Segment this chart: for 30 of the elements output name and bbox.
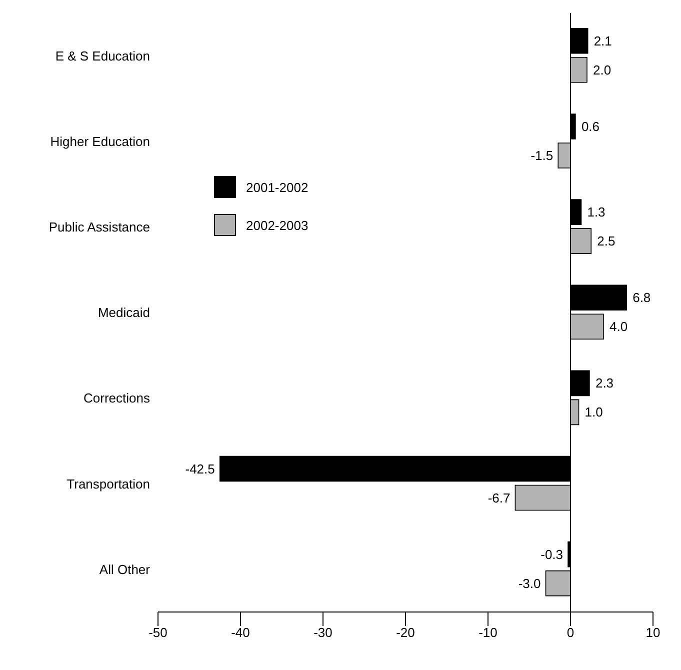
x-tick-label: 0: [566, 625, 574, 640]
data-label: 0.6: [581, 119, 600, 134]
data-label: 2.0: [593, 62, 612, 78]
x-tick-label: -30: [314, 625, 332, 640]
data-label: -3.0: [518, 576, 541, 591]
legend-label: 2002-2003: [246, 218, 308, 232]
data-label: -0.3: [540, 546, 564, 562]
data-label: 2.3: [595, 376, 614, 391]
data-label: -6.7: [488, 490, 510, 506]
y-tick-label: Public Assistance: [48, 220, 150, 235]
y-tick-label: Corrections: [84, 390, 150, 406]
x-tick-label: -50: [148, 625, 168, 640]
data-label: 1.0: [584, 404, 603, 420]
data-label: 2.5: [597, 234, 616, 249]
y-tick-label: Transportation: [66, 476, 150, 492]
y-tick-label: Higher Education: [50, 134, 150, 149]
x-tick-label: 10: [646, 625, 660, 640]
x-tick-label: -40: [231, 625, 250, 640]
data-label: 1.3: [587, 204, 606, 220]
data-label: 4.0: [610, 319, 628, 334]
y-tick-label: All Other: [99, 562, 151, 577]
data-label: -1.5: [530, 148, 554, 164]
y-tick-label: E & S Education: [55, 48, 150, 64]
data-label: -42.5: [185, 461, 215, 476]
data-label: 2.1: [594, 33, 612, 48]
x-tick-label: -20: [396, 625, 415, 640]
legend-label: 2001-2002: [246, 180, 308, 194]
y-tick-label: Medicaid: [98, 305, 150, 320]
data-label: 6.8: [632, 290, 651, 306]
x-tick-label: -10: [478, 625, 498, 640]
